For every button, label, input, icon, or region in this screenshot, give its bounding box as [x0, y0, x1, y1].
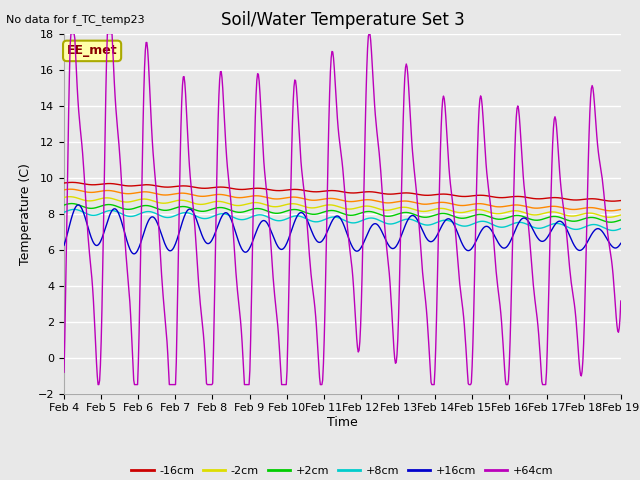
X-axis label: Time: Time: [327, 416, 358, 429]
Legend: -16cm, -8cm, -2cm, +2cm, +8cm, +16cm, +64cm: -16cm, -8cm, -2cm, +2cm, +8cm, +16cm, +6…: [127, 462, 558, 480]
Text: EE_met: EE_met: [67, 44, 117, 58]
Title: Soil/Water Temperature Set 3: Soil/Water Temperature Set 3: [221, 11, 464, 29]
Text: No data for f_TC_temp23: No data for f_TC_temp23: [6, 14, 145, 25]
Y-axis label: Temperature (C): Temperature (C): [19, 163, 32, 264]
